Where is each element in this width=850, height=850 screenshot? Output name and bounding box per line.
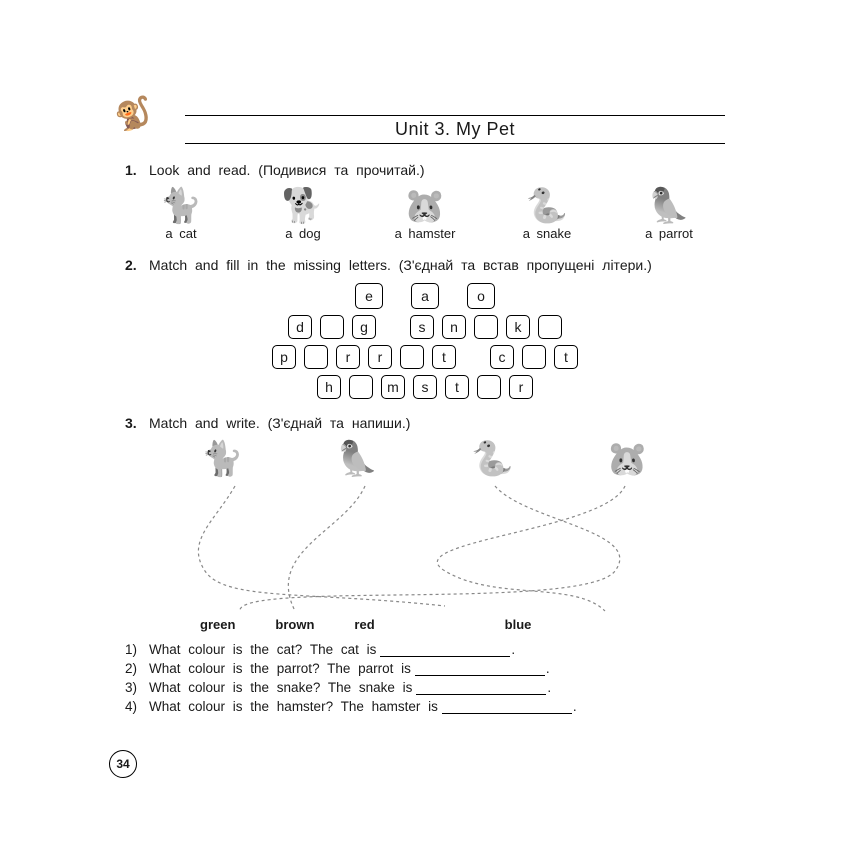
q1-num: 1) xyxy=(125,642,149,657)
letter-blank[interactable] xyxy=(400,345,424,369)
q2-blank[interactable] xyxy=(415,661,545,676)
animal-parrot: 🦜 a parrot xyxy=(619,186,719,241)
q2-num: 2) xyxy=(125,661,149,676)
q4-text: What colour is the hamster? The hamster … xyxy=(149,699,438,714)
ex2-letters: e a o d g s n k p r r t xyxy=(125,283,725,399)
ex3-animals: 🐈 🦜 🐍 🐹 xyxy=(125,439,725,479)
vowel-a: a xyxy=(411,283,439,309)
vowel-e: e xyxy=(355,283,383,309)
unit-title: Unit 3. My Pet xyxy=(185,115,725,144)
parrot-icon: 🦜 xyxy=(648,186,690,226)
question-4: 4) What colour is the hamster? The hamst… xyxy=(125,699,725,714)
question-1: 1) What colour is the cat? The cat is . xyxy=(125,642,725,657)
ex3-questions: 1) What colour is the cat? The cat is . … xyxy=(125,642,725,714)
q2-dot: . xyxy=(546,661,550,676)
letter-box: p xyxy=(272,345,296,369)
ex3-match-area: 🐈 🦜 🐍 🐹 green brown red blue xyxy=(125,439,725,632)
unit-header: 🐒 Unit 3. My Pet xyxy=(125,115,725,144)
dog-icon: 🐕 xyxy=(282,186,324,226)
vowel-o: o xyxy=(467,283,495,309)
color-green: green xyxy=(200,617,235,632)
exercise-2: 2. Match and fill in the missing letters… xyxy=(125,257,725,399)
q1-dot: . xyxy=(511,642,515,657)
letter-box: k xyxy=(506,315,530,339)
worksheet-page: 🐒 Unit 3. My Pet 1. Look and read. (Поди… xyxy=(125,115,725,730)
ex3-instruction: Match and write. (З'єднай та напиши.) xyxy=(149,415,725,431)
snake-icon: 🐍 xyxy=(526,186,568,226)
q3-text: What colour is the snake? The snake is xyxy=(149,680,412,695)
q2-text: What colour is the parrot? The parrot is xyxy=(149,661,411,676)
match-cat-icon: 🐈 xyxy=(201,439,243,479)
color-brown: brown xyxy=(275,617,314,632)
letter-blank[interactable] xyxy=(304,345,328,369)
letter-box: t xyxy=(432,345,456,369)
letter-blank[interactable] xyxy=(320,315,344,339)
letter-box: s xyxy=(413,375,437,399)
letter-blank[interactable] xyxy=(538,315,562,339)
letter-box: t xyxy=(554,345,578,369)
q3-dot: . xyxy=(547,680,551,695)
ex2-instruction: Match and fill in the missing letters. (… xyxy=(149,257,725,273)
exercise-3: 3. Match and write. (З'єднай та напиши.)… xyxy=(125,415,725,714)
question-2: 2) What colour is the parrot? The parrot… xyxy=(125,661,725,676)
animal-snake: 🐍 a snake xyxy=(497,186,597,241)
ex3-colors: green brown red blue xyxy=(125,617,725,632)
ex2-number: 2. xyxy=(125,257,143,273)
letter-blank[interactable] xyxy=(474,315,498,339)
parrot-label: a parrot xyxy=(645,226,693,241)
mascot-icon: 🐒 xyxy=(112,94,155,135)
letter-box: d xyxy=(288,315,312,339)
page-number: 34 xyxy=(109,750,137,778)
letter-box: r xyxy=(509,375,533,399)
ex1-animals: 🐈 a cat 🐕 a dog 🐹 a hamster 🐍 a snake 🦜 … xyxy=(125,186,725,241)
hamster-icon: 🐹 xyxy=(404,186,446,226)
q4-num: 4) xyxy=(125,699,149,714)
word-row-2: p r r t c t xyxy=(272,345,578,369)
hamster-label: a hamster xyxy=(395,226,456,241)
color-red: red xyxy=(354,617,374,632)
q4-dot: . xyxy=(573,699,577,714)
match-parrot-icon: 🦜 xyxy=(336,439,378,479)
match-hamster-icon: 🐹 xyxy=(606,439,648,479)
match-lines xyxy=(145,481,705,621)
letter-box: c xyxy=(490,345,514,369)
dog-label: a dog xyxy=(285,226,321,241)
cat-icon: 🐈 xyxy=(160,186,202,226)
q4-blank[interactable] xyxy=(442,699,572,714)
letter-blank[interactable] xyxy=(477,375,501,399)
cat-label: a cat xyxy=(165,226,196,241)
letter-box: n xyxy=(442,315,466,339)
letter-blank[interactable] xyxy=(349,375,373,399)
match-snake-icon: 🐍 xyxy=(471,439,513,479)
vowel-row: e a o xyxy=(355,283,495,309)
q3-num: 3) xyxy=(125,680,149,695)
question-3: 3) What colour is the snake? The snake i… xyxy=(125,680,725,695)
q1-text: What colour is the cat? The cat is xyxy=(149,642,376,657)
word-row-3: h m s t r xyxy=(317,375,533,399)
q1-blank[interactable] xyxy=(380,642,510,657)
color-blue: blue xyxy=(505,617,532,632)
letter-blank[interactable] xyxy=(522,345,546,369)
letter-box: s xyxy=(410,315,434,339)
word-row-1: d g s n k xyxy=(288,315,562,339)
ex1-instruction: Look and read. (Подивися та прочитай.) xyxy=(149,162,725,178)
animal-cat: 🐈 a cat xyxy=(131,186,231,241)
letter-box: t xyxy=(445,375,469,399)
snake-label: a snake xyxy=(523,226,572,241)
letter-box: r xyxy=(368,345,392,369)
ex3-number: 3. xyxy=(125,415,143,431)
animal-hamster: 🐹 a hamster xyxy=(375,186,475,241)
q3-blank[interactable] xyxy=(416,680,546,695)
letter-box: r xyxy=(336,345,360,369)
letter-box: g xyxy=(352,315,376,339)
ex1-number: 1. xyxy=(125,162,143,178)
animal-dog: 🐕 a dog xyxy=(253,186,353,241)
letter-box: h xyxy=(317,375,341,399)
letter-box: m xyxy=(381,375,405,399)
exercise-1: 1. Look and read. (Подивися та прочитай.… xyxy=(125,162,725,241)
